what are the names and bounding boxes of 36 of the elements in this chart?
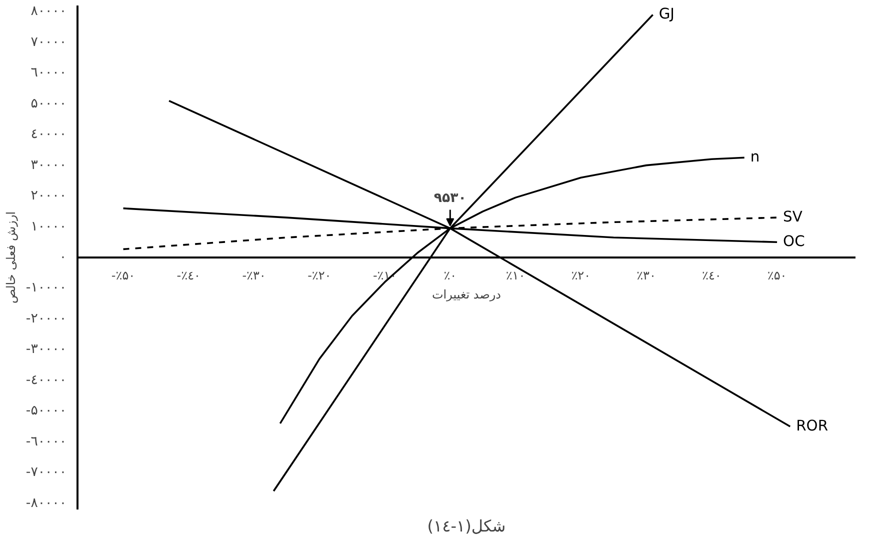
x-tick-label: -٪۵۰ (111, 268, 136, 282)
x-tick-label: ٪۰ (444, 268, 457, 282)
series-label: ROR (796, 418, 828, 435)
y-tick-label: -۷۰۰۰۰ (26, 465, 67, 480)
series-label: GJ (658, 6, 675, 23)
y-tick-label: ۳۰۰۰۰ (30, 158, 67, 173)
y-tick-label: ۱۰۰۰۰ (30, 219, 67, 234)
series-label: OC (783, 233, 805, 250)
series-label: n (750, 148, 760, 166)
x-tick-label: -٪٤۰ (176, 268, 200, 282)
y-tick-label: ۲۰۰۰۰ (30, 188, 67, 204)
y-tick-label: ۸۰۰۰۰ (30, 4, 67, 20)
y-tick-label: -۵۰۰۰۰ (26, 404, 67, 419)
annotation: ۹۵۳۰ (434, 191, 466, 206)
x-tick-label: ٪۱۰ (506, 268, 526, 282)
series-label: SV (783, 208, 802, 226)
x-tick-label: ٪۳۰ (636, 268, 656, 282)
y-tick-label: ۰ (59, 250, 67, 265)
y-tick-label: -۸۰۰۰۰ (26, 496, 67, 511)
x-tick-label: ٪۲۰ (571, 268, 591, 282)
x-axis-title: درصد تغییرات (432, 288, 502, 302)
text: شکل(۱-۱٤) (427, 516, 506, 536)
x-tick-label: -٪۳۰ (242, 268, 266, 282)
y-tick-label: ۵۰۰۰۰ (30, 96, 67, 112)
y-tick-label: ٤۰۰۰۰ (30, 127, 67, 142)
y-axis-title: ارزش فعلی خالص (4, 211, 18, 304)
x-tick-label: -٪۲۰ (308, 268, 332, 282)
y-tick-label: -۳۰۰۰۰ (26, 342, 67, 358)
y-tick-label: -٦۰۰۰۰ (26, 434, 67, 450)
y-tick-label: -۲۰۰۰۰ (26, 311, 67, 326)
y-tick-label: -٤۰۰۰۰ (26, 372, 67, 388)
y-tick-label: ٦۰۰۰۰ (30, 66, 67, 81)
x-tick-label: ٪٤۰ (702, 268, 722, 282)
y-tick-label: -۱۰۰۰۰ (26, 280, 67, 296)
x-tick-label: ٪۵۰ (767, 268, 787, 282)
y-tick-label: ۷۰۰۰۰ (30, 34, 67, 50)
